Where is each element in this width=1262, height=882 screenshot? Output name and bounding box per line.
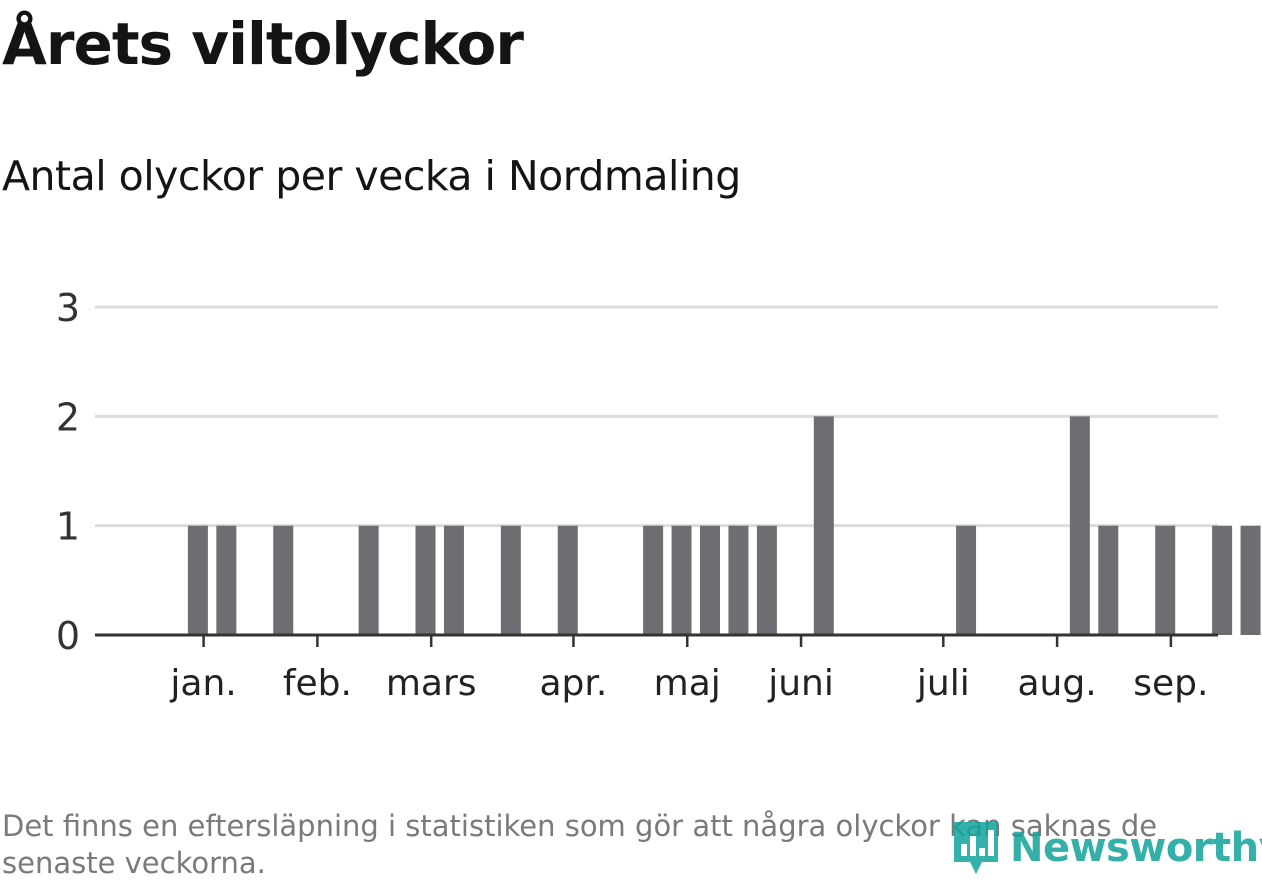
chart-subtitle: Antal olyckor per vecka i Nordmaling [2, 152, 741, 200]
x-axis: jan. feb. mars apr. maj juni juli aug. sep. [95, 633, 1218, 704]
y-tick-label: 2 [56, 395, 80, 439]
bar [415, 525, 436, 635]
bar [1212, 525, 1233, 635]
x-tick-label: juli [916, 663, 970, 704]
bar [500, 525, 521, 635]
bar [1240, 525, 1261, 635]
x-tick-label: maj [654, 663, 721, 704]
bar-chart-pin-icon [954, 822, 998, 874]
bar [1069, 416, 1090, 635]
bar [1098, 525, 1119, 635]
bar [557, 525, 578, 635]
x-tick-label: feb. [283, 663, 352, 704]
bar [187, 525, 208, 635]
bar [643, 525, 664, 635]
y-tick-label: 1 [56, 505, 80, 549]
bar [216, 525, 237, 635]
bar [671, 525, 692, 635]
bar [813, 416, 834, 635]
bar [443, 525, 464, 635]
x-tick-label: juni [767, 663, 834, 704]
y-tick-label: 0 [56, 614, 80, 658]
bar [1155, 525, 1176, 635]
bar [273, 525, 294, 635]
bar [756, 525, 777, 635]
bar [956, 525, 977, 635]
x-tick-label: aug. [1018, 663, 1097, 704]
bar [358, 525, 379, 635]
logo-text: Newsworthy [1010, 825, 1262, 871]
bar [728, 525, 749, 635]
x-tick-label: sep. [1133, 663, 1208, 704]
chart-title: Årets viltolyckor [2, 10, 524, 78]
bars [187, 416, 1261, 635]
x-tick-label: jan. [169, 663, 236, 704]
x-tick-label: apr. [540, 663, 608, 704]
y-tick-label: 3 [56, 286, 80, 330]
x-tick-label: mars [386, 663, 477, 704]
bar [700, 525, 720, 635]
newsworthy-logo: Newsworthy [950, 818, 1262, 878]
